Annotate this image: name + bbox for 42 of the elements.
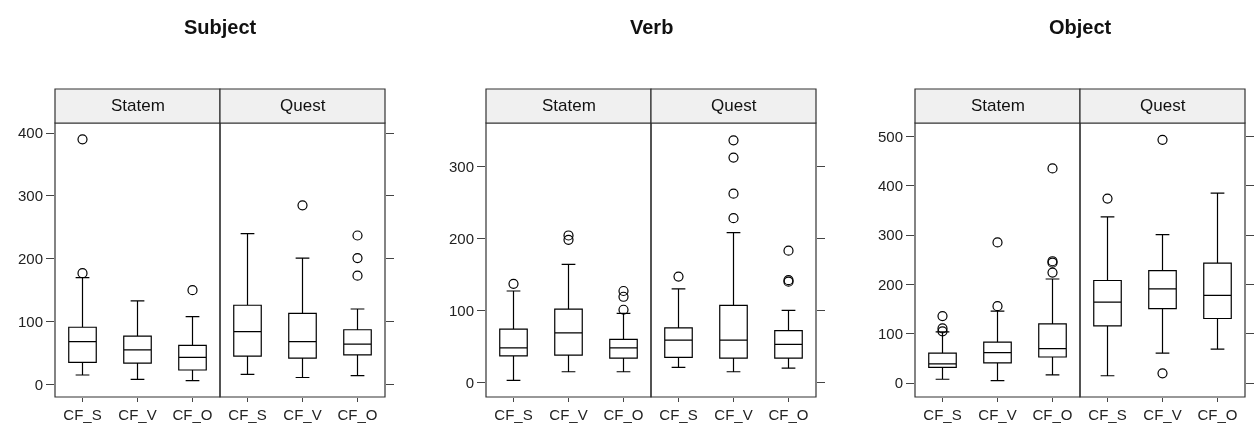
y-tick-label: 0 [465, 373, 474, 391]
x-tick-label: CF_O [1197, 406, 1238, 423]
x-tick-label: CF_O [1032, 406, 1073, 423]
text: Statem [111, 96, 165, 115]
chart-title: Subject [184, 16, 257, 38]
y-tick-label: 200 [17, 249, 43, 267]
text: Statem [542, 96, 596, 115]
y-tick-label: 100 [448, 301, 474, 319]
x-tick-label: CF_O [603, 406, 644, 423]
x-tick-label: CF_S [923, 406, 962, 423]
x-tick-label: CF_S [63, 406, 102, 423]
text: Quest [710, 96, 757, 115]
x-tick-label: CF_S [228, 406, 267, 423]
text: Statem [971, 96, 1025, 115]
text: Quest [1140, 96, 1186, 115]
y-tick-label: 100 [877, 325, 903, 343]
y-tick-label: 300 [877, 226, 903, 244]
x-tick-label: CF_V [283, 406, 322, 423]
y-tick-label: 0 [894, 374, 903, 392]
x-tick-label: CF_V [1143, 406, 1182, 423]
x-tick-label: CF_V [118, 406, 157, 423]
x-tick-label: CF_S [494, 406, 533, 423]
y-tick-label: 0 [34, 375, 43, 393]
x-tick-label: CF_S [1088, 406, 1127, 423]
y-tick-label: 200 [877, 275, 903, 293]
y-tick-label: 300 [448, 157, 474, 175]
x-tick-label: CF_O [767, 406, 809, 423]
y-tick-label: 300 [17, 187, 43, 205]
x-tick-label: CF_O [172, 406, 213, 423]
y-tick-label: 500 [877, 127, 903, 145]
y-tick-label: 200 [448, 229, 474, 247]
x-tick-label: CF_V [713, 406, 753, 423]
y-tick-label: 100 [17, 312, 43, 330]
y-tick-label: 400 [877, 176, 903, 194]
y-tick-label: 400 [17, 124, 43, 142]
x-tick-label: CF_V [549, 406, 588, 423]
text: Quest [280, 96, 326, 115]
x-tick-label: CF_V [978, 406, 1017, 423]
chart-title: Verb [630, 16, 674, 38]
x-tick-label: CF_S [658, 406, 698, 423]
x-tick-label: CF_O [337, 406, 378, 423]
chart-title: Object [1049, 16, 1112, 38]
